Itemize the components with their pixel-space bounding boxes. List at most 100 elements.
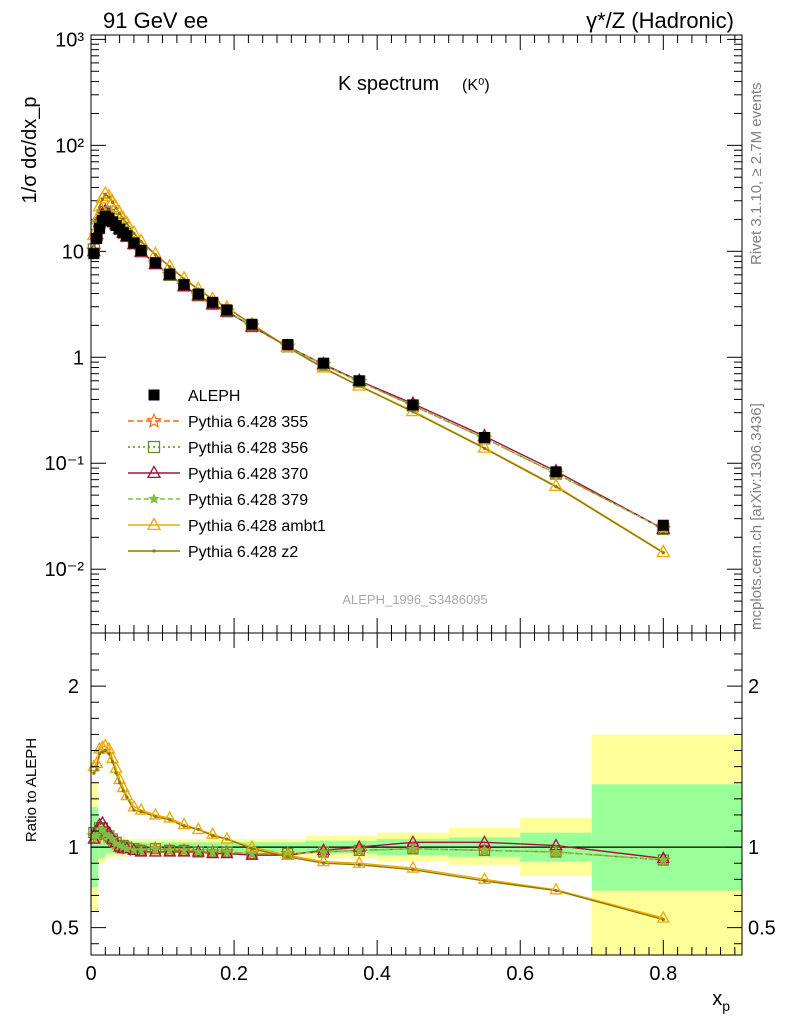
legend-marker	[152, 549, 156, 553]
ratio-series-point	[91, 830, 102, 841]
top-series-point	[110, 200, 115, 204]
data-point	[128, 237, 140, 249]
data-point	[221, 304, 233, 316]
ratio-series-point	[207, 846, 218, 857]
bottom-y-tick-label: 2	[68, 676, 79, 698]
ratio-series-point	[281, 847, 295, 860]
ratio-series-point	[250, 847, 254, 851]
bottom-y-tick-label-right: 0.5	[748, 918, 776, 940]
ratio-series-point	[661, 917, 665, 922]
legend-label: Pythia 6.428 ambt1	[188, 518, 326, 535]
xlabel-sub: p	[722, 998, 730, 1014]
ratio-series-point	[282, 848, 293, 859]
ratio-series-point	[316, 854, 331, 867]
top-series-point	[477, 439, 492, 453]
data-point	[282, 339, 294, 351]
bottom-y-tick-label: 1	[68, 837, 79, 859]
legend-label: Pythia 6.428 356	[188, 440, 308, 457]
ratio-series-point	[153, 814, 157, 819]
legend-label: Pythia 6.428 370	[188, 466, 308, 483]
top-series-line	[93, 211, 664, 530]
top-series-point	[548, 478, 564, 492]
top-y-tick-label: 1	[73, 347, 84, 369]
top-series-line	[93, 210, 664, 530]
top-series-point	[139, 239, 143, 244]
top-series-point	[92, 198, 107, 212]
top-series-point	[411, 410, 415, 414]
legend: ALEPH Pythia 6.428 355 Pythia 6.428 356 Pyt…	[128, 388, 326, 561]
top-series-line	[93, 211, 664, 530]
ratio-series-point	[352, 855, 366, 868]
rivet-label: Rivet 3.1.10, ≥ 2.7M events	[748, 83, 765, 266]
top-series-point	[98, 185, 113, 199]
ratio-series-point	[321, 861, 326, 865]
ratio-series-point	[177, 844, 191, 857]
data-point	[207, 296, 219, 308]
ratio-series-point	[220, 831, 234, 844]
ratio-series-point	[118, 781, 122, 785]
ratio-series-point	[97, 752, 102, 756]
bottom-panel-frame	[90, 632, 743, 956]
data-point	[88, 248, 100, 260]
top-series-point	[107, 195, 111, 199]
ratio-series-point	[150, 843, 161, 854]
top-y-tick-label: 10²	[55, 135, 84, 157]
ratio-series-point	[134, 844, 148, 857]
data-point	[407, 399, 419, 411]
top-series-point	[118, 211, 122, 216]
top-series-point	[132, 231, 136, 235]
ratio-series-point	[477, 871, 492, 884]
ratio-series-point	[220, 846, 234, 859]
x-tick-label: 0	[85, 963, 96, 985]
legend-marker	[147, 440, 161, 454]
top-series-line	[93, 210, 664, 530]
ratio-series-point	[148, 807, 162, 820]
ratio-series-point	[658, 854, 669, 865]
ratio-series-point	[168, 818, 172, 822]
ratio-series-point	[246, 848, 258, 859]
ratio-series-point	[286, 855, 290, 859]
legend-marker	[145, 412, 163, 428]
legend-marker	[148, 389, 160, 401]
ratio-series-point	[656, 910, 670, 923]
data-point	[135, 244, 147, 256]
bottom-y-tick-label-right: 1	[748, 837, 759, 859]
ratio-series-point	[114, 771, 118, 775]
ratio-series-point	[139, 810, 143, 814]
uncertainty-band-inner	[591, 784, 742, 891]
top-y-tick-label: 10⁻²	[45, 559, 85, 581]
ratio-series-point	[163, 810, 177, 823]
legend-label: Pythia 6.428 379	[188, 492, 308, 509]
legend-marker	[146, 465, 162, 479]
top-series-point	[125, 221, 129, 226]
bottom-y-tick-label-right: 2	[748, 676, 759, 698]
ratio-series-point	[135, 844, 147, 855]
ratio-series-point	[148, 844, 162, 857]
x-tick-label: 0.2	[220, 963, 248, 985]
legend-label: ALEPH	[188, 388, 240, 405]
ratio-series-point	[177, 817, 191, 830]
ratio-series-point	[196, 827, 200, 832]
top-y-tick-label: 10³	[55, 29, 84, 51]
watermark: ALEPH_1996_S3486095	[342, 592, 487, 607]
spectrum-panel: 10⁻² 10⁻¹ 1 10 10² 10³ K spectrum (K⁰) 1/σ dσ…	[19, 29, 743, 634]
bottom-ylabel: Ratio to ALEPH	[23, 738, 40, 842]
top-series-point	[554, 485, 558, 489]
ratio-series-point	[406, 860, 420, 873]
data-point	[91, 233, 103, 245]
data-point	[178, 279, 190, 291]
ratio-series-point	[121, 789, 125, 793]
ratio-series-point	[125, 795, 129, 799]
ratio-series-point	[107, 752, 111, 756]
legend-label: Pythia 6.428 355	[188, 414, 308, 431]
data-point	[164, 268, 176, 280]
ratio-series-point	[225, 837, 229, 841]
data-point	[353, 375, 365, 387]
data-point	[550, 466, 562, 478]
ratio-series-point	[178, 844, 190, 855]
top-series-point	[114, 206, 118, 210]
ratio-series-point	[206, 846, 220, 859]
ratio-series-point	[549, 882, 563, 895]
top-y-tick-label: 10	[62, 241, 84, 263]
